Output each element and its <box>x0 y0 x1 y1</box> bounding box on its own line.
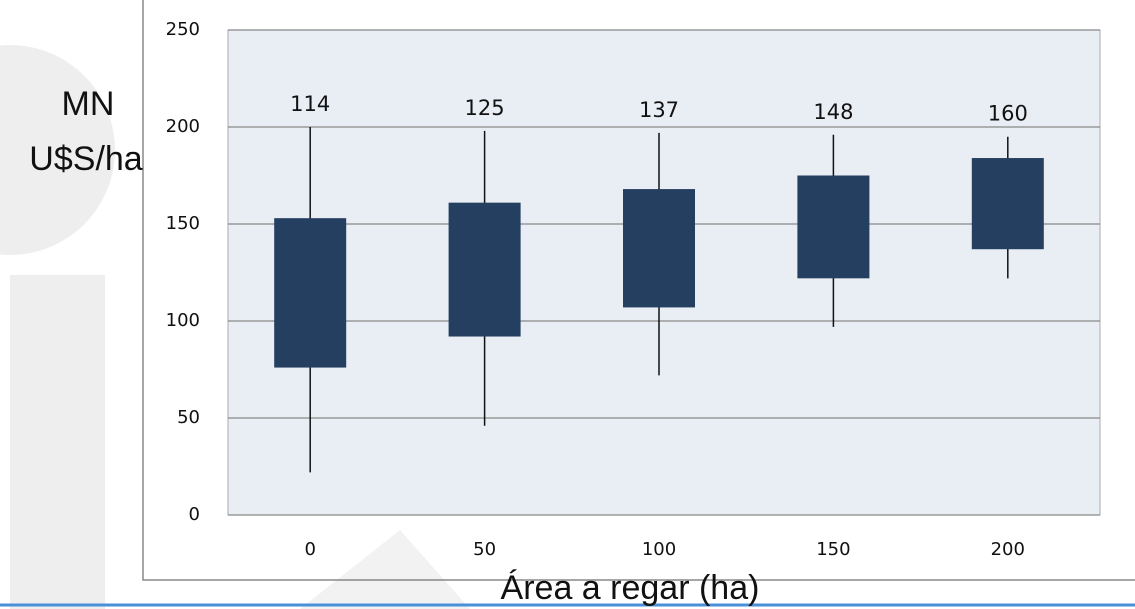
data-label: 137 <box>639 98 679 122</box>
x-tick-label: 150 <box>816 539 850 560</box>
data-label: 148 <box>813 100 853 124</box>
x-tick-label: 0 <box>304 539 315 560</box>
x-axis-title: Área a regar (ha) <box>501 569 760 607</box>
watermark <box>10 275 105 609</box>
data-label: 160 <box>988 102 1028 126</box>
watermark <box>300 530 470 609</box>
y-tick-label: 0 <box>189 504 200 525</box>
watermark <box>0 45 115 255</box>
y-tick-label: 50 <box>177 407 200 428</box>
x-tick-label: 200 <box>991 539 1025 560</box>
box <box>797 175 870 279</box>
chart-frame <box>142 0 1135 581</box>
y-tick-label: 250 <box>166 19 200 40</box>
data-label: 125 <box>465 96 505 120</box>
box <box>623 189 695 308</box>
box <box>448 202 521 337</box>
x-tick-label: 50 <box>473 539 496 560</box>
y-tick-label: 150 <box>166 213 200 234</box>
y-tick-label: 200 <box>166 116 200 137</box>
x-tick-label: 100 <box>642 539 676 560</box>
box <box>274 218 347 368</box>
data-label: 114 <box>290 92 330 116</box>
y-axis-title: U$S/ha <box>29 140 142 178</box>
box <box>971 158 1044 250</box>
y-tick-label: 100 <box>166 310 200 331</box>
y-axis-title: MN <box>62 85 115 123</box>
